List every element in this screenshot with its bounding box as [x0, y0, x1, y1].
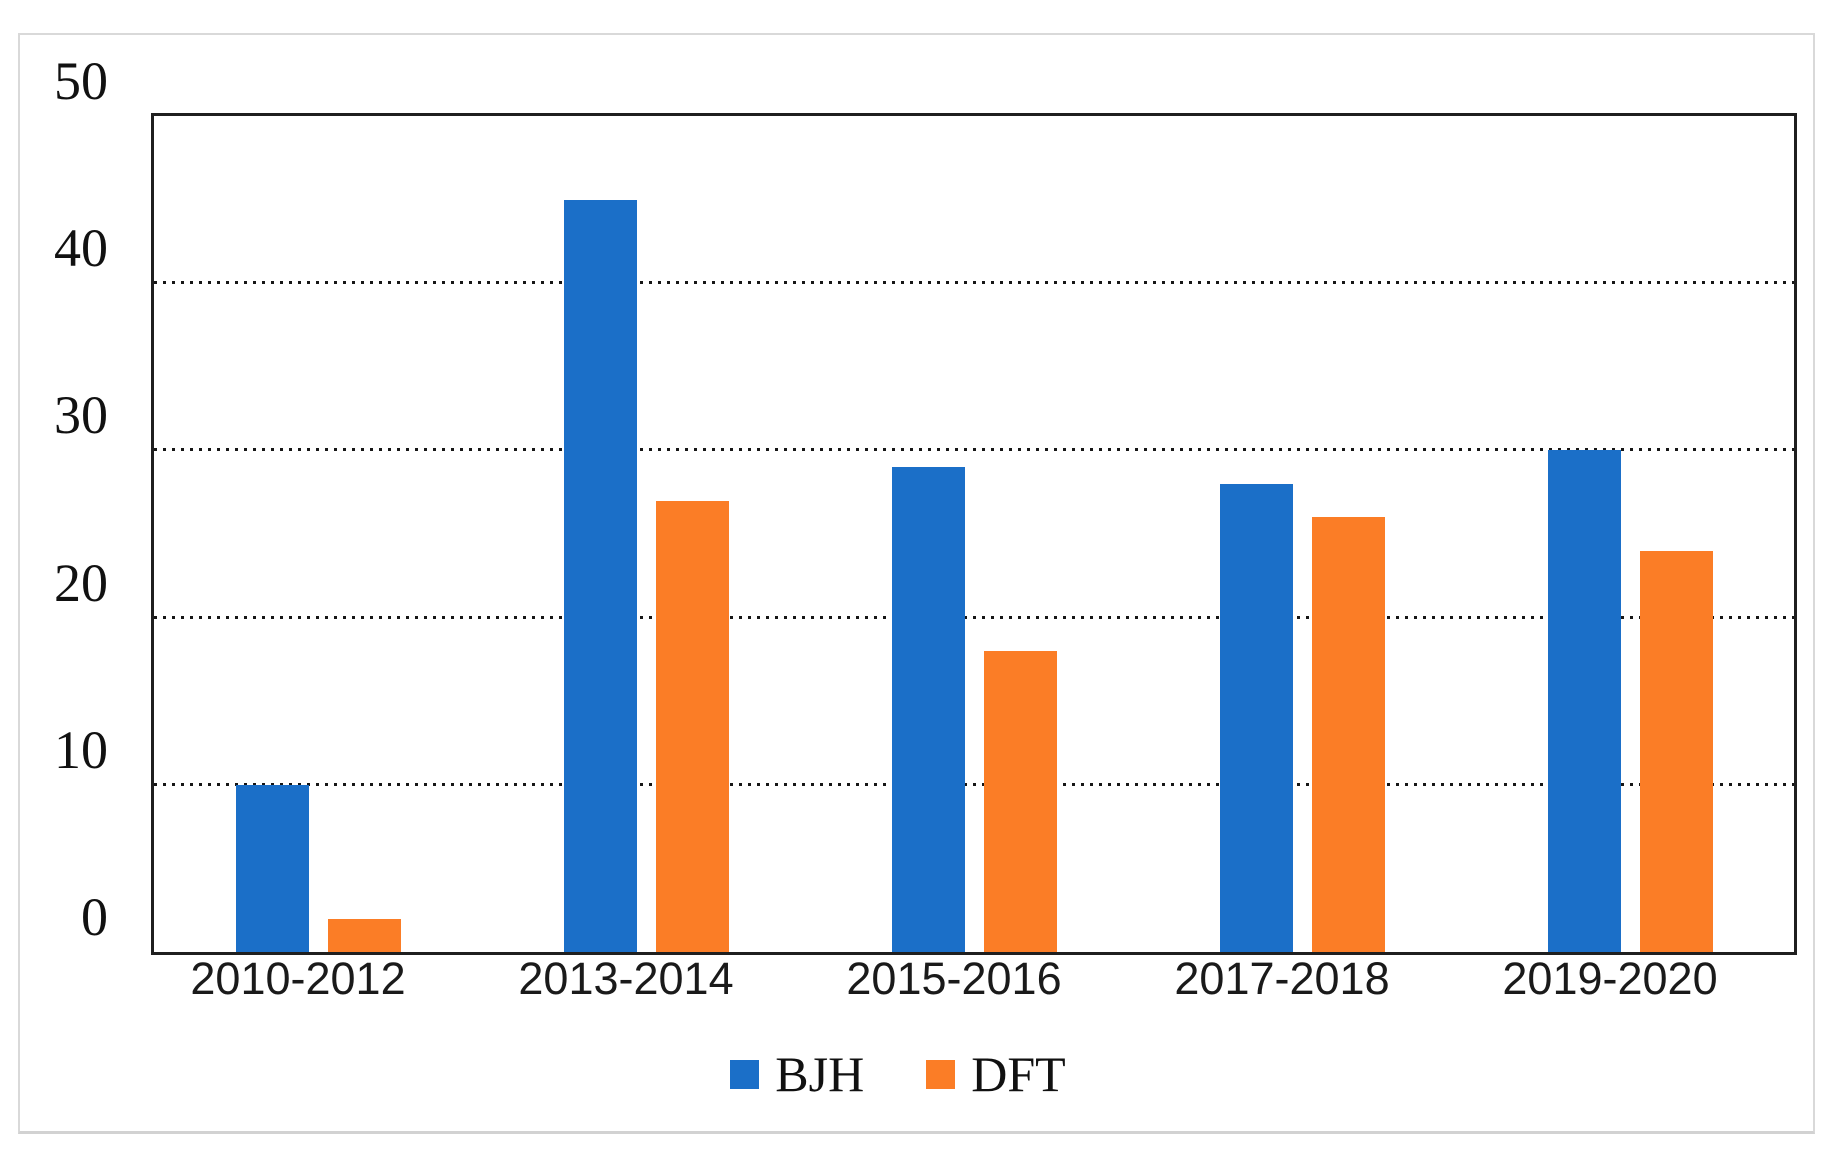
- bar-bjh-2015-2016: [891, 467, 965, 952]
- bar-bjh-2013-2014: [563, 199, 637, 952]
- legend-item-dft: DFT: [926, 1046, 1066, 1102]
- legend-label: DFT: [971, 1046, 1066, 1102]
- bar-dft-2017-2018: [1311, 517, 1385, 952]
- bar-group-2010-2012: [233, 116, 403, 952]
- bar-group-2013-2014: [561, 116, 731, 952]
- plot-inner: [154, 116, 1794, 952]
- bar-bjh-2010-2012: [235, 784, 309, 952]
- x-label-2019-2020: 2019-2020: [1502, 953, 1718, 1004]
- y-tick-label-0: 0: [81, 887, 108, 947]
- gridline-30: [154, 448, 1794, 452]
- y-tick-label-40: 40: [54, 218, 108, 279]
- bar-group-2019-2020: [1545, 116, 1715, 952]
- legend-swatch-icon: [730, 1059, 760, 1089]
- bar-dft-2010-2012: [327, 918, 401, 952]
- bar-bjh-2017-2018: [1219, 483, 1293, 952]
- x-label-2010-2012: 2010-2012: [190, 953, 406, 1004]
- bar-group-2015-2016: [889, 116, 1059, 952]
- bar-group-2017-2018: [1217, 116, 1387, 952]
- chart-frame: [18, 33, 1815, 1134]
- bar-dft-2013-2014: [655, 500, 729, 952]
- legend-swatch-icon: [926, 1059, 956, 1089]
- bar-bjh-2019-2020: [1547, 450, 1621, 952]
- y-tick-label-50: 50: [54, 51, 108, 111]
- y-tick-label-30: 30: [54, 385, 108, 446]
- x-label-2017-2018: 2017-2018: [1174, 953, 1390, 1004]
- legend-label: BJH: [775, 1046, 865, 1102]
- gridline-20: [154, 615, 1794, 619]
- gridline-10: [154, 782, 1794, 786]
- x-label-2015-2016: 2015-2016: [846, 953, 1062, 1004]
- legend-item-bjh: BJH: [730, 1049, 864, 1099]
- legend: BJH DFT: [75, 1046, 1721, 1102]
- bar-dft-2019-2020: [1639, 550, 1713, 952]
- y-tick-label-10: 10: [54, 719, 108, 780]
- gridline-40: [154, 281, 1794, 285]
- plot-area: [151, 113, 1797, 955]
- bar-dft-2015-2016: [983, 651, 1057, 952]
- y-tick-label-20: 20: [54, 552, 108, 613]
- x-label-2013-2014: 2013-2014: [518, 953, 734, 1004]
